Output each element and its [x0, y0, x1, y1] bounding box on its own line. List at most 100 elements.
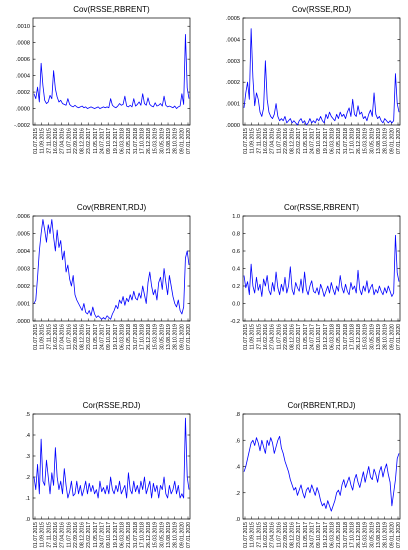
x-tick-label: 23.02.2017 — [296, 324, 302, 350]
x-tick-label: 11.09.2015 — [250, 522, 256, 548]
y-tick-label: .0000 — [226, 123, 240, 129]
y-tick-label: .4 — [25, 433, 30, 439]
x-tick-label: 26.12.2018 — [356, 324, 362, 350]
x-tick-label: 16.02.2016 — [53, 324, 59, 350]
series-line — [243, 435, 400, 512]
x-tick-label: 13.08.2019 — [166, 128, 172, 154]
x-tick-label: 15.03.2019 — [153, 324, 159, 350]
x-tick-label: 01.07.2015 — [33, 324, 39, 350]
x-tick-label: 27.04.2016 — [60, 128, 66, 154]
y-tick-label: .0003 — [16, 267, 30, 273]
x-tick-label: 19.12.2017 — [113, 128, 119, 154]
x-tick-label: 28.10.2019 — [383, 324, 389, 350]
x-tick-label: 09.10.2017 — [316, 324, 322, 350]
y-tick-label: .0010 — [16, 24, 30, 30]
x-tick-label: 31.07.2018 — [133, 522, 139, 548]
x-tick-label: 06.03.2018 — [119, 128, 125, 154]
x-tick-label: 31.07.2018 — [343, 128, 349, 154]
y-tick-label: 0.4 — [232, 267, 240, 273]
x-tick-label: 15.03.2019 — [153, 128, 159, 154]
x-tick-label: 22.09.2016 — [73, 522, 79, 548]
x-tick-label: 21.05.2018 — [126, 128, 132, 154]
y-tick-label: .0004 — [16, 74, 30, 80]
y-tick-label: .0000 — [16, 319, 30, 325]
y-tick-label: .2 — [25, 475, 30, 481]
x-tick-label: 16.02.2016 — [263, 128, 269, 154]
y-tick-label: .0002 — [16, 284, 30, 290]
x-tick-label: 23.02.2017 — [86, 522, 92, 548]
x-tick-label: 22.09.2016 — [73, 128, 79, 154]
x-tick-label: 11.05.2017 — [303, 324, 309, 350]
plot-frame — [32, 413, 191, 520]
x-tick-label: 08.12.2016 — [290, 522, 296, 548]
x-tick-label: 08.12.2016 — [80, 324, 86, 350]
y-tick-label: .0004 — [16, 249, 30, 255]
y-tick-label: .0006 — [16, 57, 30, 63]
x-tick-label: 11.05.2017 — [93, 522, 99, 548]
y-tick-label: 0.2 — [232, 284, 240, 290]
x-tick-label: 07.01.2020 — [396, 128, 402, 154]
x-tick-label: 24.07.2017 — [310, 324, 316, 350]
y-tick-label: .8 — [235, 412, 240, 418]
chart-title: Cor(RSSE,RDJ) — [83, 401, 141, 410]
x-tick-label: 23.02.2017 — [86, 324, 92, 350]
x-tick-label: 31.07.2018 — [133, 128, 139, 154]
x-tick-label: 15.03.2019 — [363, 324, 369, 350]
x-tick-label: 11.05.2017 — [303, 522, 309, 548]
x-tick-label: 09.01.2020 — [389, 522, 395, 548]
y-tick-label: .0 — [25, 517, 30, 523]
x-tick-label: 30.05.2019 — [369, 522, 375, 548]
x-tick-label: 11.07.2016 — [66, 324, 72, 350]
x-tick-label: 08.12.2016 — [80, 128, 86, 154]
x-tick-label: 27.11.2015 — [256, 324, 262, 350]
x-tick-label: 21.05.2018 — [126, 522, 132, 548]
x-tick-label: 11.07.2016 — [276, 324, 282, 350]
x-tick-label: 06.03.2018 — [329, 324, 335, 350]
x-tick-label: 27.04.2016 — [270, 128, 276, 154]
x-tick-label: 27.11.2015 — [46, 324, 52, 350]
chart-panel: Cov(RBRENT,RDJ) .0000 .0001 .0002 .0003 .0004… — [16, 203, 192, 350]
x-tick-label: 30.05.2019 — [369, 128, 375, 154]
x-tick-label: 22.09.2016 — [283, 522, 289, 548]
y-tick-label: .2 — [235, 491, 240, 497]
x-tick-label: 31.07.2018 — [343, 522, 349, 548]
chart-title: Cov(RBRENT,RDJ) — [77, 203, 147, 212]
x-tick-label: 08.12.2016 — [80, 522, 86, 548]
chart-title: Cor(RSSE,RBRENT) — [284, 203, 359, 212]
x-tick-label: 17.10.2018 — [139, 324, 145, 350]
x-tick-label: 30.05.2019 — [159, 128, 165, 154]
x-tick-label: 16.02.2016 — [53, 522, 59, 548]
x-tick-label: 13.08.2019 — [376, 324, 382, 350]
x-tick-label: 09.10.2017 — [316, 522, 322, 548]
x-tick-label: 07.01.2020 — [186, 128, 192, 154]
x-tick-label: 11.09.2015 — [250, 324, 256, 350]
x-tick-label: 21.05.2018 — [336, 522, 342, 548]
x-tick-label: 19.12.2017 — [113, 324, 119, 350]
y-tick-label: -0.2 — [230, 319, 240, 325]
x-tick-label: 26.12.2018 — [146, 128, 152, 154]
y-tick-label: 1.0 — [232, 214, 240, 220]
y-tick-label: .0002 — [226, 80, 240, 86]
x-tick-label: 19.12.2017 — [323, 522, 329, 548]
x-tick-label: 11.09.2015 — [40, 522, 46, 548]
x-tick-label: 27.04.2016 — [270, 522, 276, 548]
x-tick-label: 23.02.2017 — [296, 128, 302, 154]
x-tick-label: 06.03.2018 — [329, 128, 335, 154]
x-tick-label: 08.12.2016 — [290, 324, 296, 350]
x-tick-label: 27.11.2015 — [46, 128, 52, 154]
x-tick-label: 15.03.2019 — [363, 522, 369, 548]
x-tick-label: 16.02.2016 — [263, 324, 269, 350]
x-tick-label: 24.07.2017 — [310, 522, 316, 548]
x-tick-label: 11.07.2016 — [66, 128, 72, 154]
x-tick-label: 26.12.2018 — [146, 522, 152, 548]
y-tick-label: .0001 — [226, 102, 240, 108]
x-tick-label: 07.01.2020 — [396, 522, 402, 548]
x-tick-label: 27.04.2016 — [270, 324, 276, 350]
x-tick-label: 21.05.2018 — [336, 128, 342, 154]
x-tick-label: 23.02.2017 — [296, 522, 302, 548]
x-tick-label: 11.09.2015 — [40, 324, 46, 350]
y-tick-label: .0008 — [16, 41, 30, 47]
x-tick-label: 21.05.2018 — [126, 324, 132, 350]
plot-frame — [242, 17, 401, 126]
